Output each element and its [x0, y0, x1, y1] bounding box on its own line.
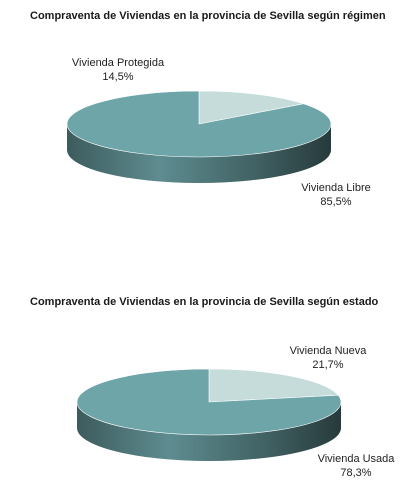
slice-side-1 [67, 124, 331, 183]
slice-top-0 [198, 90, 304, 125]
slice-top-1 [76, 368, 342, 436]
slice-label-protegida: Vivienda Protegida [72, 57, 165, 69]
pie-chart-regimen: Vivienda Protegida 14,5% Vivienda Libre … [66, 57, 371, 208]
slice-label-libre: Vivienda Libre [301, 182, 371, 194]
slice-top-1 [66, 90, 332, 158]
slice-value-protegida: 14,5% [102, 71, 133, 83]
chart-regimen: Compraventa de Viviendas en la provincia… [30, 10, 386, 208]
pie-3d [76, 368, 342, 461]
chart-title: Compraventa de Viviendas en la provincia… [30, 296, 379, 308]
slice-side-1 [77, 402, 341, 461]
slice-value-nueva: 21,7% [312, 359, 343, 371]
chart-estado: Compraventa de Viviendas en la provincia… [0, 247, 403, 494]
pie-3d [66, 90, 332, 183]
slice-label-nueva: Vivienda Nueva [290, 345, 368, 357]
slice-top-0 [208, 368, 339, 403]
pie-chart-estado: Vivienda Nueva 21,7% Vivienda Usada 78,3… [76, 345, 396, 479]
slice-value-libre: 85,5% [320, 196, 351, 208]
chart-title: Compraventa de Viviendas en la provincia… [30, 10, 386, 22]
slice-label-usada: Vivienda Usada [318, 453, 396, 465]
slice-value-usada: 78,3% [340, 467, 371, 479]
